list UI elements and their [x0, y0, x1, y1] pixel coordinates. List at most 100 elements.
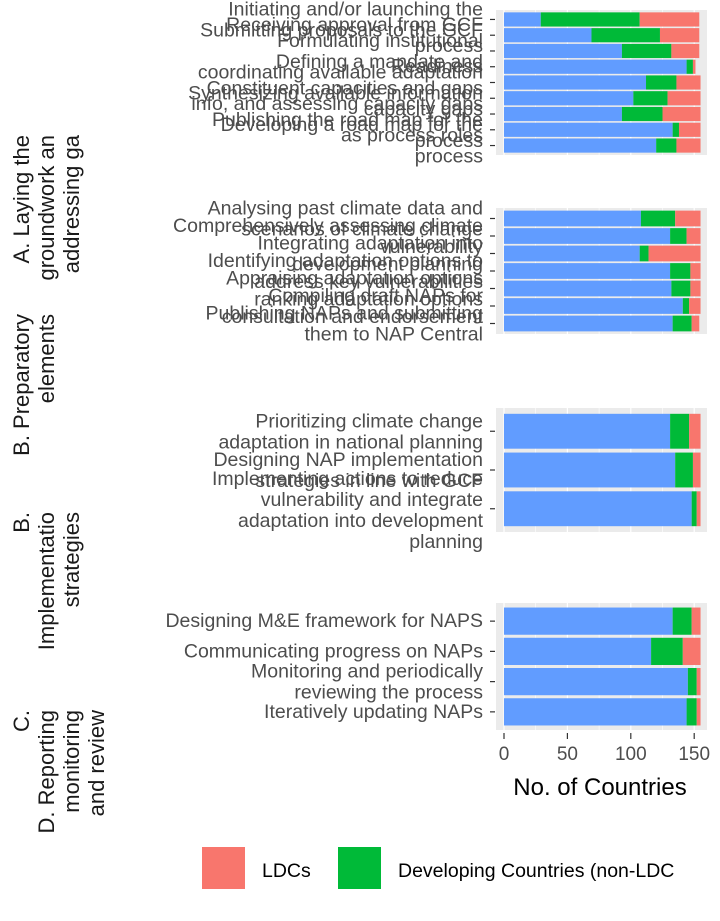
- facet-panel-2: Analysing past climate data and scenarios…: [173, 198, 707, 346]
- bar-segment-series-non-ldc: [651, 637, 683, 665]
- facet-label-line: and review: [84, 710, 109, 817]
- bar-segment-series-other: [504, 413, 671, 449]
- facet-label-line: A. Laying the: [9, 135, 34, 263]
- bar-segment-series-non-ldc: [691, 491, 697, 527]
- category-label-line: adaptation in national planning: [218, 431, 483, 453]
- bar-row: [504, 91, 701, 106]
- category-label-line: process: [415, 146, 484, 168]
- category-label-line: Compiling draft NAPs for: [268, 285, 483, 307]
- facet-label-line: addressing ga: [59, 134, 84, 273]
- category-label-line: Formulating institutional: [277, 30, 483, 52]
- x-tick-label: 100: [615, 744, 647, 765]
- x-axis-title: No. of Countries: [513, 774, 686, 801]
- facet-label-line: monitoring: [59, 710, 84, 813]
- category-label: Formulating institutional Defining a mand…: [276, 30, 483, 73]
- facet-label: C. D. Reporting monitoring and review: [9, 710, 109, 834]
- category-label-line: planning: [409, 531, 483, 553]
- bar-segment-series-other: [504, 668, 688, 696]
- bar-segment-series-non-ldc: [670, 413, 690, 449]
- category-label-line: Analysing past climate data and: [208, 198, 483, 220]
- facet-label-line: B.: [9, 512, 34, 533]
- bar-segment-series-non-ldc: [671, 280, 691, 297]
- category-label-line: process: [415, 35, 484, 57]
- bar-row: [504, 668, 701, 696]
- bar-segment-series-other: [504, 452, 676, 488]
- legend-item: LDCs: [202, 847, 311, 889]
- bar-row: [504, 413, 701, 449]
- category-label-line: Designing M&E framework for NAPS: [165, 610, 483, 632]
- category-label-line: as process roles: [341, 125, 483, 147]
- bar-segment-series-ldc: [639, 12, 700, 27]
- legend-item: Developing Countries (non-LDC: [338, 847, 674, 889]
- bar-segment-series-non-ldc: [640, 210, 676, 227]
- bar-segment-series-ldc: [686, 228, 701, 244]
- bar-segment-series-other: [504, 263, 671, 279]
- category-label-line: process: [415, 130, 484, 152]
- category-label: info, and assessing capacity gaps Develop…: [191, 93, 483, 136]
- legend: LDCs Developing Countries (non-LDC: [202, 847, 674, 889]
- legend-label: LDCs: [262, 860, 311, 882]
- bar-segment-series-other: [504, 91, 634, 106]
- category-label: Designing M&E framework for NAPS: [165, 610, 483, 632]
- category-label-line: Identifying adaptation options to: [208, 250, 484, 272]
- bar-segment-series-ldc: [696, 491, 701, 527]
- bar-segment-series-ldc: [676, 138, 701, 153]
- bar-segment-series-non-ldc: [672, 607, 692, 635]
- bar-segment-series-other: [504, 75, 647, 90]
- category-label: Appraising adaptation options ranking ada…: [226, 268, 483, 311]
- category-label: Designing NAP implementation strategies i…: [213, 449, 483, 492]
- bar-segment-series-other: [504, 28, 592, 43]
- bar-segment-series-ldc: [662, 106, 701, 122]
- bar-segment-series-ldc: [689, 298, 701, 314]
- bar-segment-series-ldc: [671, 43, 700, 59]
- facet-label-line: elements: [34, 314, 59, 403]
- x-tick-label: 0: [499, 744, 510, 765]
- legend-label: Developing Countries (non-LDC: [398, 860, 674, 882]
- bar-segment-series-other: [504, 210, 641, 227]
- bar-segment-series-ldc: [692, 59, 696, 74]
- bar-row: [504, 698, 701, 726]
- bar-segment-series-non-ldc: [675, 452, 693, 488]
- bar-segment-series-non-ldc: [656, 138, 677, 153]
- bar-segment-series-other: [504, 245, 640, 262]
- category-label-line: Comprehensively assessing climate: [173, 215, 483, 237]
- bar-segment-series-ldc: [696, 698, 701, 726]
- bar-segment-series-other: [504, 280, 672, 297]
- bar-segment-series-non-ldc: [540, 12, 640, 27]
- bar-segment-series-other: [504, 637, 652, 665]
- bar-row: [504, 607, 701, 635]
- category-label-line: Prioritizing climate change: [255, 410, 483, 432]
- facet-label-line: B. Preparatory: [9, 314, 34, 456]
- bar-segment-series-non-ldc: [591, 28, 660, 43]
- facet-panel-1: Initiating and/or launching the Submittin…: [188, 0, 707, 168]
- bar-row: [504, 315, 700, 332]
- category-label: Comprehensively assessing climate vulnera…: [173, 215, 483, 258]
- bar-segment-series-ldc: [690, 280, 701, 297]
- chart-panels: Initiating and/or launching the Submittin…: [9, 0, 707, 834]
- category-label: Monitoring and periodically reviewing the…: [251, 661, 483, 704]
- category-label: Identifying adaptation options to address…: [208, 250, 484, 293]
- bar-segment-series-other: [504, 315, 673, 332]
- category-label-line: Publishing NAPs and submitting: [206, 303, 484, 325]
- category-label: as process roles process: [341, 125, 483, 168]
- category-label-line: ranking adaptation options: [254, 289, 483, 311]
- category-label: Receiving approval from GCF process: [226, 14, 483, 57]
- bar-segment-series-ldc: [648, 245, 701, 262]
- bar-segment-series-other: [504, 106, 622, 122]
- bar-row: [504, 637, 701, 665]
- bar-row: [504, 122, 701, 137]
- bar-segment-series-non-ldc: [670, 228, 687, 244]
- category-label-line: Submitting proposals to the GCF: [200, 19, 483, 41]
- bar-segment-series-ldc: [667, 91, 701, 106]
- facet-label-line: strategies: [59, 512, 84, 607]
- bar-segment-series-other: [504, 122, 673, 137]
- bar-segment-series-ldc: [692, 452, 701, 488]
- bar-segment-series-ldc: [689, 413, 701, 449]
- category-label-line: reviewing the process: [294, 682, 483, 704]
- category-label: Publishing the road map for the process: [212, 109, 483, 152]
- legend-swatch: [338, 847, 381, 889]
- bar-segment-series-other: [504, 698, 687, 726]
- category-label-line: scenarios of climate change: [241, 219, 483, 241]
- facet-label-line: C.: [9, 710, 34, 732]
